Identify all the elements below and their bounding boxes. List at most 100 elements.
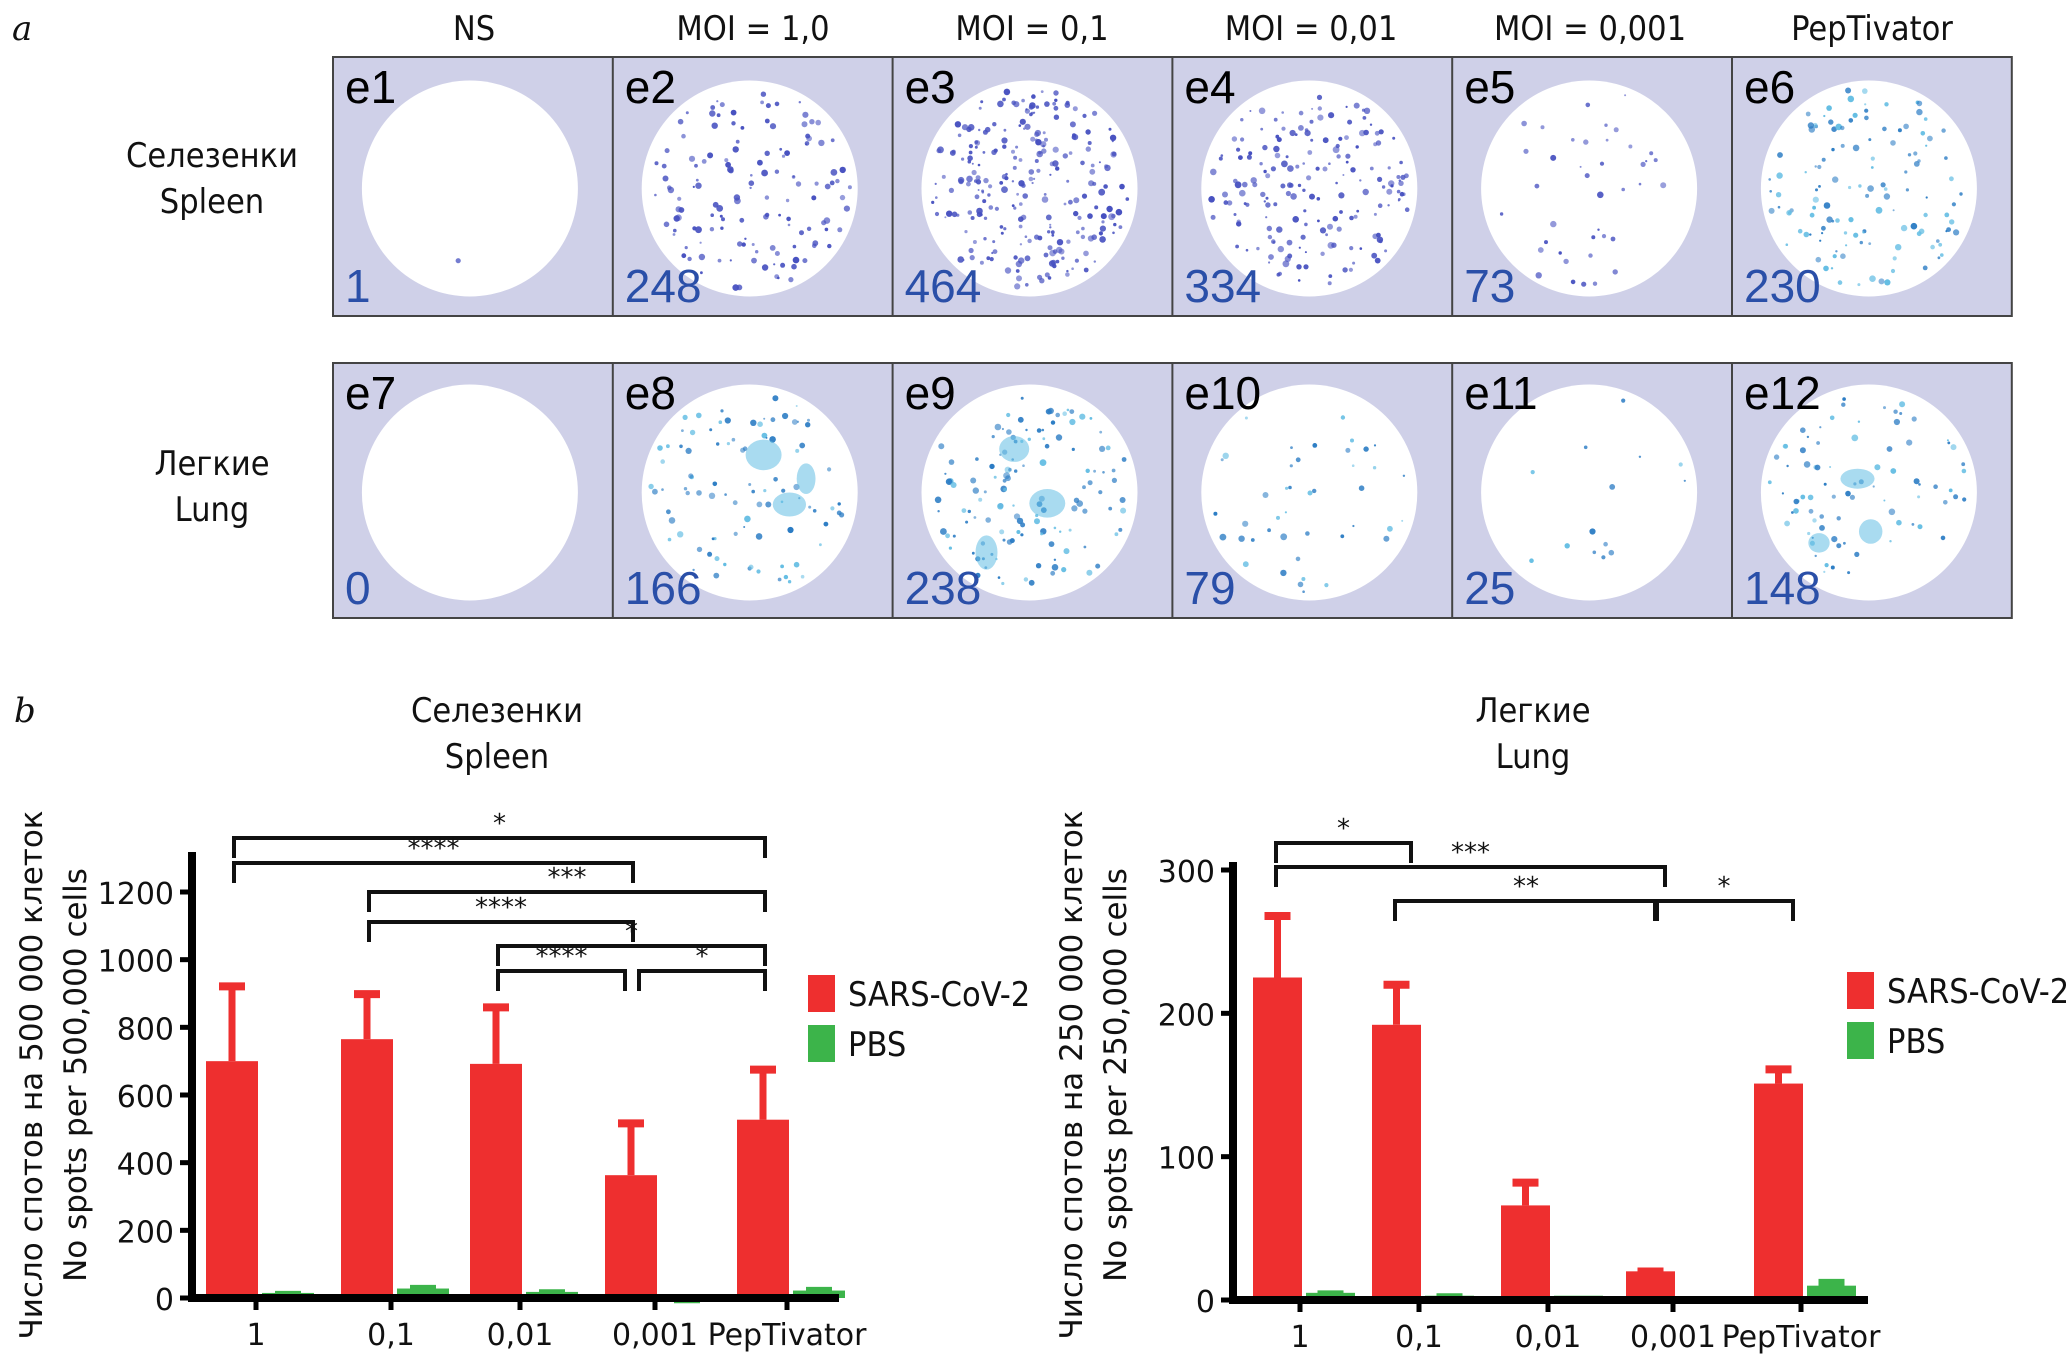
spot-cluster (1029, 489, 1066, 518)
spot (723, 562, 727, 567)
spot (1099, 445, 1106, 452)
spot (1109, 134, 1117, 141)
spot (1286, 239, 1293, 246)
spot (1112, 231, 1115, 235)
well-id-label: e3 (905, 61, 956, 113)
spot (1821, 232, 1824, 235)
spot (1638, 455, 1642, 458)
spot (1055, 259, 1060, 264)
spot (1950, 444, 1957, 451)
spot (1819, 239, 1822, 242)
spot (1297, 581, 1304, 588)
spot (1044, 137, 1048, 142)
spot (1312, 443, 1318, 448)
spot (1246, 154, 1252, 160)
spot (1036, 428, 1042, 433)
spot (1351, 464, 1355, 468)
spot (1812, 196, 1819, 203)
spot (1900, 224, 1908, 232)
spot (1069, 409, 1075, 414)
spot (1373, 212, 1377, 216)
spot (970, 477, 977, 484)
spot (685, 490, 690, 496)
spot (975, 175, 981, 181)
bracket-line (1274, 841, 1413, 863)
spot (827, 243, 832, 249)
spot (1111, 468, 1116, 473)
spot (1584, 173, 1590, 179)
spot (1208, 196, 1215, 203)
spot (948, 546, 953, 550)
spot (818, 139, 825, 147)
spot (944, 216, 947, 219)
spot (805, 143, 808, 146)
spot (1599, 161, 1605, 166)
spot (1258, 107, 1266, 115)
spot (1946, 227, 1951, 233)
significance-bracket: * (496, 917, 767, 966)
spot (694, 163, 698, 168)
well-e12: e12 148 (1731, 363, 1977, 618)
spot-cluster (745, 439, 782, 471)
spot (1829, 415, 1835, 421)
spot (1849, 494, 1855, 500)
spot (1277, 271, 1282, 276)
spot (980, 100, 984, 104)
spot (1031, 94, 1036, 99)
well-spots (931, 88, 1130, 290)
spot (1267, 234, 1273, 240)
spot (1071, 134, 1077, 140)
spot (787, 223, 791, 227)
spot-cluster (772, 492, 807, 517)
spot (1244, 416, 1248, 420)
spot (677, 118, 684, 125)
spot (791, 263, 797, 270)
spot (1074, 258, 1079, 263)
spot (1857, 420, 1861, 423)
spot (1024, 235, 1028, 238)
spot (1804, 171, 1807, 174)
spot (687, 256, 692, 262)
spot (997, 503, 1004, 510)
spot (751, 489, 755, 494)
spot (1281, 160, 1288, 168)
spot (1344, 135, 1349, 141)
well-e7: e7 0 (345, 367, 578, 614)
spot (1888, 508, 1896, 516)
spot (1011, 204, 1015, 208)
chart-title: Легкие (1475, 691, 1590, 731)
spot (1025, 283, 1029, 287)
spot (677, 196, 682, 201)
spot (1262, 492, 1269, 498)
spot (788, 277, 794, 283)
spot (785, 198, 790, 203)
well-membrane (361, 80, 578, 297)
spot (1046, 408, 1052, 415)
spot (672, 233, 676, 236)
spot (1324, 583, 1329, 588)
well-spot-count: 238 (905, 562, 982, 614)
spot (1284, 511, 1287, 514)
spot (1036, 150, 1043, 158)
spot (1028, 176, 1034, 182)
spot (1387, 166, 1391, 170)
spot (836, 510, 842, 516)
spot (1941, 128, 1946, 133)
spot (660, 459, 665, 464)
spot (1111, 477, 1117, 483)
spot (991, 149, 997, 155)
spot (731, 121, 736, 126)
spot (1015, 269, 1020, 273)
spot (1048, 541, 1055, 547)
spot (770, 417, 776, 423)
spot (717, 258, 722, 263)
row-label-spleen-en: Spleen (160, 182, 264, 222)
y-tick-label: 300 (1158, 855, 1215, 890)
spot (1890, 140, 1896, 146)
spot (1320, 251, 1325, 256)
spot (1332, 146, 1340, 154)
spot (1271, 239, 1276, 244)
spot (1085, 129, 1091, 135)
spot (1803, 231, 1810, 238)
spot (756, 569, 761, 574)
